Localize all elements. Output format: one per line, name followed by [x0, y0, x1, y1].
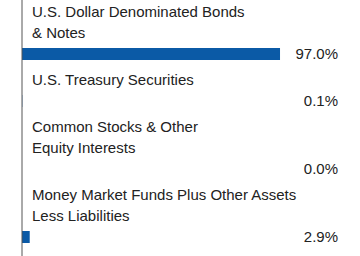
category-label: U.S. Dollar Denominated Bonds& Notes: [32, 3, 245, 41]
data-label: 2.9%: [304, 228, 338, 245]
chart: U.S. Dollar Denominated Bonds& Notes 97.0…: [0, 0, 360, 256]
bar: [22, 48, 280, 60]
data-label: 97.0%: [295, 45, 338, 62]
category-label: U.S. Treasury Securities: [32, 71, 194, 88]
bar: [22, 231, 30, 243]
bars: [22, 48, 280, 243]
axis-line: [22, 0, 23, 256]
data-label: 0.0%: [304, 160, 338, 177]
texts: U.S. Dollar Denominated Bonds& Notes 97.0…: [32, 3, 338, 245]
category-label: Money Market Funds Plus Other AssetsLess…: [32, 186, 296, 224]
data-label: 0.1%: [304, 92, 338, 109]
category-label: Common Stocks & OtherEquity Interests: [32, 118, 198, 156]
